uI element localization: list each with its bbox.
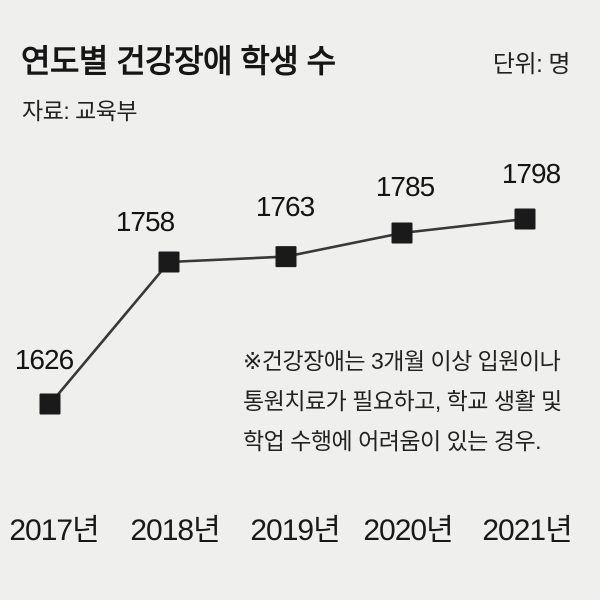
unit-label: 단위: 명 (492, 51, 571, 78)
value-label-2020: 1785 (375, 171, 435, 202)
x-axis-label-2019: 2019년 (250, 514, 340, 547)
data-point-marker (275, 246, 297, 268)
value-label-2021: 1798 (501, 158, 561, 189)
data-point-marker (391, 222, 413, 244)
value-label-2019: 1763 (255, 191, 315, 222)
footnote-line-2: 통원치료가 필요하고, 학교 생활 및 (243, 388, 562, 414)
x-axis-label-2018: 2018년 (130, 514, 220, 547)
x-axis-label-2021: 2021년 (482, 514, 572, 547)
chart-title: 연도별 건강장애 학생 수 (21, 43, 336, 79)
data-point-marker (514, 208, 536, 230)
footnote-line-3: 학업 수행에 어려움이 있는 경우. (243, 428, 542, 454)
value-label-2018: 1758 (115, 206, 175, 237)
x-axis-label-2020: 2020년 (363, 514, 453, 547)
footnote: ※건강장애는 3개월 이상 입원이나 통원치료가 필요하고, 학교 생활 및 학… (243, 341, 562, 461)
x-axis-label-2017: 2017년 (9, 514, 99, 547)
source-label: 자료: 교육부 (22, 98, 138, 124)
data-point-marker (39, 393, 61, 415)
footnote-line-1: ※건강장애는 3개월 이상 입원이나 (243, 348, 561, 374)
data-point-marker (158, 251, 180, 273)
value-label-2017: 1626 (14, 344, 74, 375)
